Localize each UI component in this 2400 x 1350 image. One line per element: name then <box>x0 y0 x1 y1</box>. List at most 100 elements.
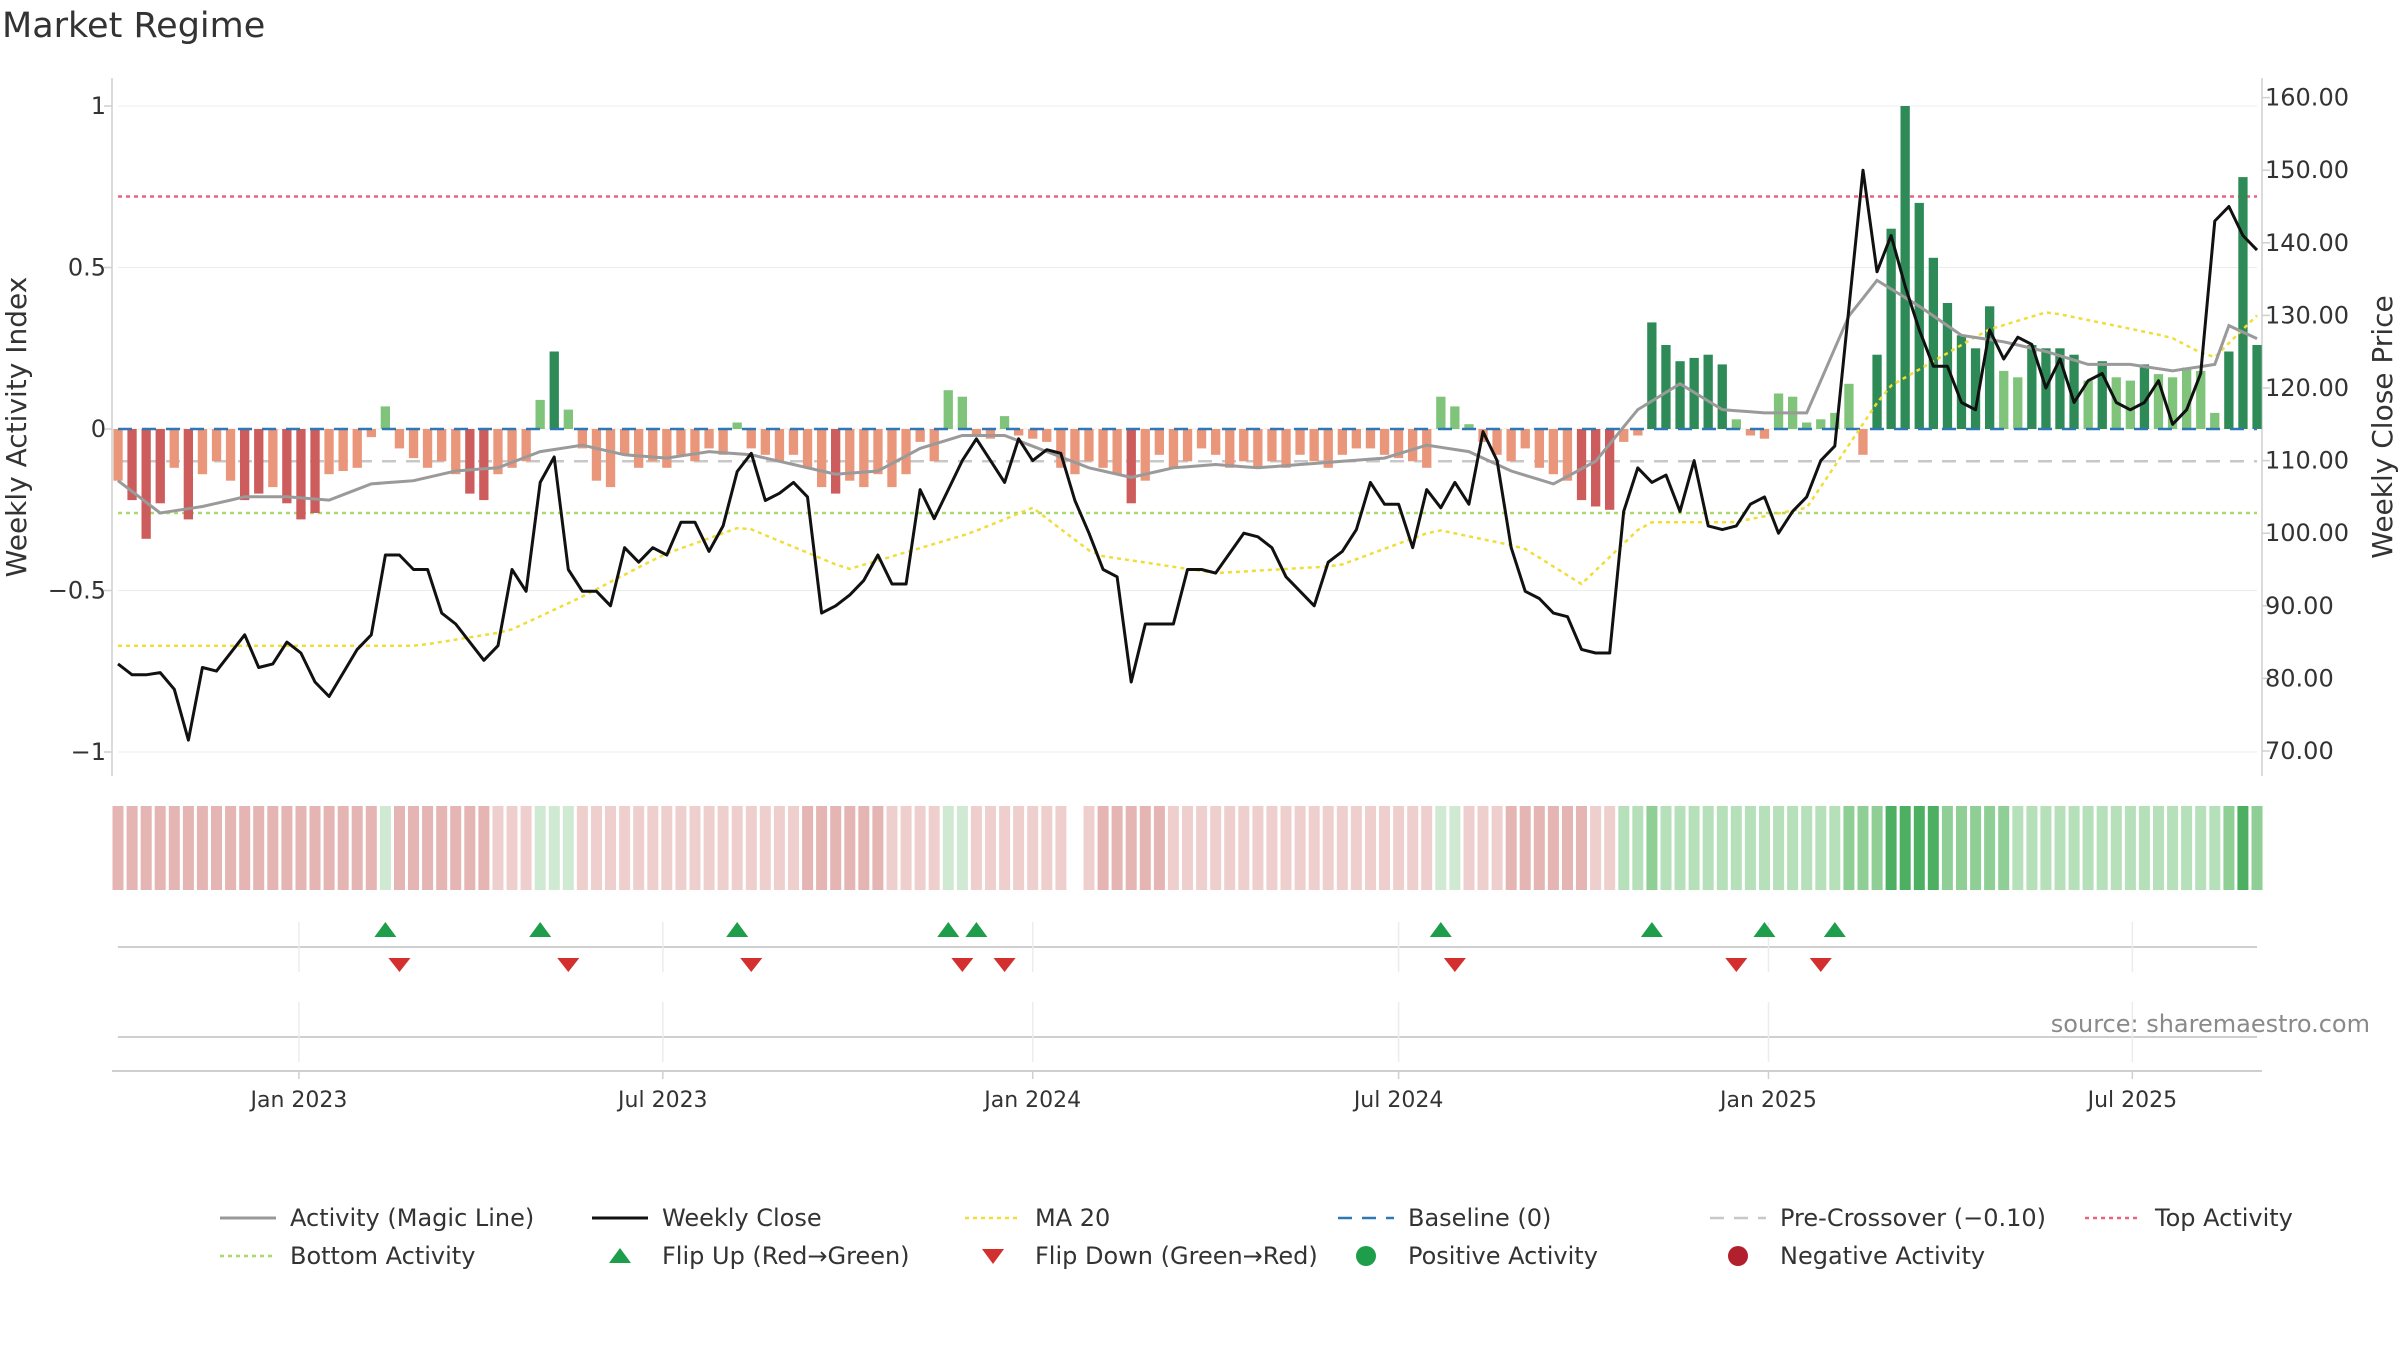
weekly-close-line <box>117 168 2259 742</box>
regime-strip-cell <box>689 806 701 890</box>
regime-strip-cell <box>1885 806 1897 890</box>
regime-strip-cell <box>1393 806 1405 890</box>
regime-strip-cell <box>534 806 546 890</box>
regime-strip-cell <box>239 806 251 890</box>
legend-label: Flip Down (Green→Red) <box>1035 1242 1318 1270</box>
activity-bar <box>1745 429 1756 436</box>
source-note: source: sharemaestro.com <box>2050 1010 2370 1038</box>
regime-strip-cell <box>999 806 1011 890</box>
activity-bar <box>169 429 179 468</box>
regime-strip-cell <box>253 806 265 890</box>
activity-bar <box>915 429 925 442</box>
regime-strip-cell <box>1998 806 2010 890</box>
regime-strip-cell <box>576 806 588 890</box>
regime-strip-cell <box>1210 806 1222 890</box>
flip-up-marker <box>529 922 552 937</box>
regime-strip-cell <box>1759 806 1770 890</box>
legend-item: Negative Activity <box>1708 1238 1985 1274</box>
right-tick-label: 130.00 <box>2265 301 2349 329</box>
regime-strip-cell <box>1294 806 1306 890</box>
legend-item: Baseline (0) <box>1336 1200 1551 1236</box>
activity-bar <box>985 429 996 439</box>
activity-bar <box>845 429 855 481</box>
left-tick-label: 1 <box>91 92 106 120</box>
regime-strip-cell <box>1787 806 1799 890</box>
activity-bar <box>479 429 489 501</box>
activity-bar <box>1717 364 1727 429</box>
regime-strip-cell <box>1913 806 1925 890</box>
activity-bar <box>493 429 503 475</box>
right-tick-label: 110.00 <box>2265 447 2349 475</box>
regime-strip-cell <box>591 806 602 890</box>
activity-bar <box>1084 429 1094 462</box>
regime-strip-cell <box>225 806 237 890</box>
regime-strip-cell <box>1097 806 1109 890</box>
regime-strip-cell <box>1463 806 1475 890</box>
legend-symbol-icon <box>1710 1216 1766 1220</box>
activity-bar <box>521 429 531 462</box>
regime-strip-cell <box>464 806 476 890</box>
regime-strip-cell <box>773 806 785 890</box>
legend-label: Negative Activity <box>1780 1242 1986 1270</box>
activity-bar <box>831 429 841 494</box>
activity-bar <box>1562 429 1573 481</box>
regime-strip-cell <box>1125 806 1137 890</box>
activity-bar <box>1337 429 1347 455</box>
regime-strip-cell <box>492 806 504 890</box>
legend-symbol-icon <box>1728 1246 1748 1266</box>
left-axis-title: Weekly Activity Index <box>0 277 33 578</box>
legend-label: Pre-Crossover (−0.10) <box>1780 1204 2047 1232</box>
x-tick-label: Jan 2025 <box>1718 1088 1817 1113</box>
regime-strip-cell <box>520 806 532 890</box>
activity-bar <box>1450 406 1460 429</box>
right-tick-label: 160.00 <box>2265 84 2349 112</box>
left-tick-label: 0 <box>91 415 106 443</box>
activity-bar <box>1520 429 1530 449</box>
regime-strip-cell <box>1632 806 1644 890</box>
regime-strip-cell <box>1111 806 1123 890</box>
regime-strip-cell <box>1027 806 1039 890</box>
regime-strip-cell <box>1829 806 1841 890</box>
activity-bar <box>1956 335 1967 429</box>
activity-bar <box>451 429 461 475</box>
legend-label: Flip Up (Red→Green) <box>662 1242 910 1270</box>
regime-strip-cell <box>1744 806 1756 890</box>
regime-strip-cell <box>956 806 968 890</box>
activity-bar <box>183 429 193 520</box>
regime-strip-cell <box>830 806 842 890</box>
activity-bar <box>1576 429 1587 501</box>
activity-bar <box>859 429 869 488</box>
activity-bar <box>2224 351 2234 429</box>
flip-up-marker <box>1753 922 1776 937</box>
flip-up-marker <box>1823 922 1846 937</box>
regime-strip-cell <box>2181 806 2193 890</box>
right-axis-title: Weekly Close Price <box>2366 295 2399 558</box>
activity-bar <box>760 429 770 455</box>
activity-bar <box>2153 374 2164 429</box>
legend-symbol-icon <box>592 1216 648 1220</box>
regime-strip-cell <box>506 806 518 890</box>
legend-label: Positive Activity <box>1408 1242 1598 1270</box>
regime-strip-cell <box>2251 806 2263 890</box>
legend-item: Bottom Activity <box>218 1238 475 1274</box>
regime-strip-cell <box>605 806 616 890</box>
regime-strip-cell <box>675 806 687 890</box>
regime-strip-cell <box>2026 806 2038 890</box>
activity-bar <box>1886 228 1896 429</box>
regime-strip-cell <box>1533 806 1545 890</box>
activity-bar <box>225 429 236 481</box>
activity-bar <box>1436 396 1446 429</box>
activity-bar <box>1422 429 1432 468</box>
regime-strip-cell <box>337 806 349 890</box>
flip-down-marker <box>993 958 1016 972</box>
activity-bar <box>2083 380 2093 429</box>
activity-bar <box>605 429 616 488</box>
activity-bar <box>1900 106 1910 429</box>
regime-strip-cell <box>2124 806 2136 890</box>
activity-bar <box>535 399 545 429</box>
activity-bar <box>1154 429 1164 455</box>
activity-bar <box>1028 429 1038 439</box>
activity-bar <box>2210 412 2220 429</box>
legend-symbol-icon <box>965 1216 1021 1220</box>
activity-bar <box>1393 429 1404 459</box>
